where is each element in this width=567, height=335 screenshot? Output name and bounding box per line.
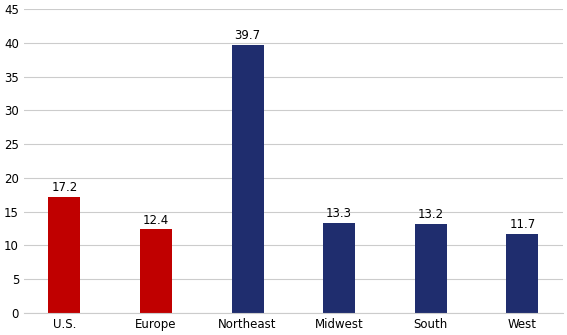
Bar bbox=[140, 229, 172, 313]
Bar bbox=[48, 197, 81, 313]
Bar bbox=[414, 224, 447, 313]
Bar bbox=[231, 45, 264, 313]
Bar bbox=[506, 234, 538, 313]
Bar bbox=[323, 223, 355, 313]
Text: 13.2: 13.2 bbox=[418, 208, 444, 221]
Text: 17.2: 17.2 bbox=[51, 181, 78, 194]
Text: 11.7: 11.7 bbox=[509, 218, 535, 231]
Text: 39.7: 39.7 bbox=[235, 29, 261, 42]
Text: 13.3: 13.3 bbox=[326, 207, 352, 220]
Text: 12.4: 12.4 bbox=[143, 213, 169, 226]
